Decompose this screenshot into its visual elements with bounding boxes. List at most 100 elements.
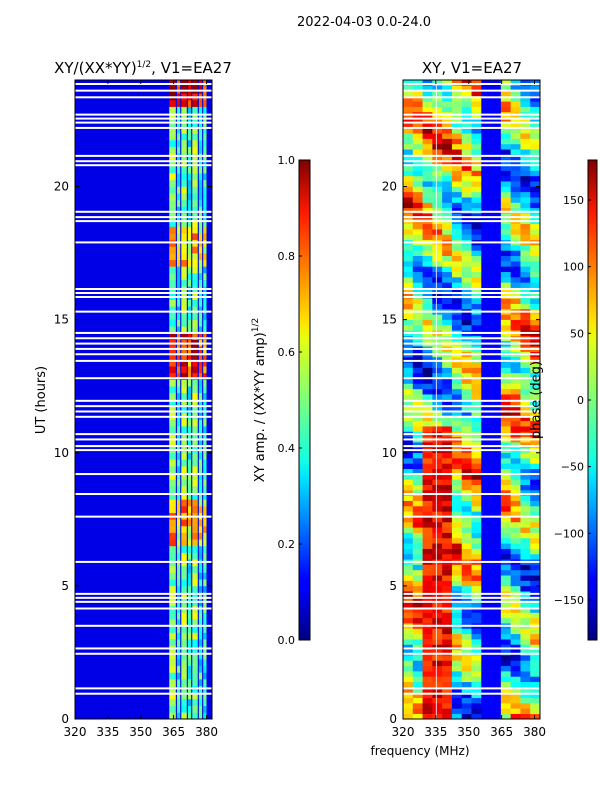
- heatmap-cell: [442, 234, 453, 241]
- flagged-time-row: [403, 607, 540, 610]
- heatmap-cell: [500, 644, 511, 651]
- heatmap-cell: [403, 388, 414, 395]
- heatmap-cell: [442, 170, 453, 177]
- colorbar2-label: phase (deg): [529, 361, 544, 439]
- heatmap-cell: [187, 279, 192, 287]
- heatmap-cell: [500, 575, 511, 581]
- heatmap-cell: [471, 628, 482, 635]
- heatmap-cell: [412, 197, 423, 203]
- heatmap-cell: [461, 410, 472, 416]
- heatmap-cell: [422, 277, 433, 283]
- flagged-time-row: [75, 347, 212, 350]
- heatmap-cell: [412, 207, 423, 214]
- heatmap-cell: [403, 383, 414, 390]
- heatmap-cell: [403, 506, 414, 512]
- heatmap-cell: [187, 253, 192, 261]
- heatmap-cell: [412, 223, 423, 230]
- heatmap-cell: [412, 245, 423, 251]
- heatmap-cell: [481, 314, 492, 320]
- heatmap-cell: [451, 287, 463, 294]
- heatmap-cell: [192, 306, 198, 314]
- heatmap-cell: [422, 687, 433, 693]
- heatmap-cell: [500, 639, 511, 645]
- heatmap-cell: [451, 628, 463, 635]
- heatmap-cell: [451, 143, 463, 150]
- heatmap-cell: [187, 539, 192, 547]
- heatmap-cell: [481, 117, 492, 123]
- heatmap-cell: [422, 234, 433, 241]
- heatmap-cell: [500, 495, 511, 501]
- heatmap-cell: [403, 80, 414, 86]
- heatmap-cell: [187, 113, 192, 121]
- heatmap-cell: [500, 585, 511, 592]
- heatmap-cell: [510, 521, 521, 528]
- heatmap-cell: [451, 644, 463, 651]
- heatmap-cell: [403, 521, 414, 528]
- heatmap-cell: [461, 255, 472, 262]
- heatmap-cell: [471, 197, 482, 203]
- heatmap-cell: [530, 143, 541, 150]
- heatmap-cell: [481, 458, 492, 464]
- heatmap-cell: [176, 352, 181, 360]
- heatmap-cell: [471, 703, 482, 709]
- heatmap-cell: [481, 319, 492, 326]
- heatmap-cell: [403, 314, 414, 320]
- heatmap-cell: [461, 543, 472, 549]
- heatmap-cell: [169, 532, 176, 540]
- heatmap-cell: [510, 617, 521, 624]
- heatmap-cell: [442, 511, 453, 517]
- heatmap-cell: [500, 101, 511, 107]
- heatmap-cell: [451, 521, 463, 528]
- heatmap-cell: [169, 466, 176, 474]
- heatmap-cell: [422, 681, 433, 688]
- heatmap-cell: [181, 632, 187, 640]
- heatmap-cell: [412, 697, 423, 704]
- heatmap-cell: [187, 552, 192, 560]
- heatmap-cell: [442, 468, 453, 475]
- heatmap-cell: [481, 655, 492, 661]
- heatmap-cell: [403, 484, 414, 491]
- heatmap-cell: [481, 569, 492, 576]
- heatmap-cell: [192, 592, 198, 600]
- heatmap-cell: [451, 607, 463, 613]
- heatmap-cell: [481, 665, 492, 672]
- heatmap-cell: [491, 175, 502, 182]
- heatmap-cell: [422, 676, 433, 683]
- heatmap-cell: [422, 117, 433, 123]
- heatmap-cell: [422, 122, 433, 129]
- heatmap-cell: [491, 234, 502, 241]
- y-tick-label: 15: [382, 313, 397, 327]
- heatmap-cell: [481, 277, 492, 283]
- heatmap-cell: [169, 253, 176, 261]
- heatmap-cell: [181, 519, 187, 527]
- heatmap-cell: [192, 406, 198, 414]
- heatmap-cell: [451, 575, 463, 581]
- heatmap-cell: [461, 287, 472, 294]
- heatmap-cell: [491, 580, 502, 587]
- flagged-time-row: [403, 113, 540, 116]
- heatmap-cell: [481, 495, 492, 501]
- heatmap-cell: [451, 159, 463, 166]
- colorbar-tick-label: 0.2: [278, 538, 296, 551]
- heatmap-cell: [412, 426, 423, 432]
- heatmap-cell: [181, 539, 187, 547]
- heatmap-cell: [169, 379, 176, 387]
- heatmap-cell: [442, 261, 453, 267]
- heatmap-cell: [481, 234, 492, 241]
- heatmap-cell: [510, 601, 521, 608]
- heatmap-cell: [176, 406, 181, 414]
- heatmap-cell: [530, 101, 541, 107]
- heatmap-cell: [422, 458, 433, 464]
- heatmap-cell: [203, 439, 207, 447]
- heatmap-cell: [442, 569, 453, 576]
- heatmap-cell: [451, 319, 463, 326]
- heatmap-cell: [176, 472, 181, 480]
- flagged-time-row: [403, 121, 540, 124]
- heatmap-cell: [491, 463, 502, 470]
- heatmap-cell: [491, 250, 502, 257]
- heatmap-cell: [187, 126, 192, 134]
- heatmap-cell: [500, 250, 511, 257]
- heatmap-cell: [198, 479, 203, 487]
- x-tick-label: 380: [195, 725, 218, 739]
